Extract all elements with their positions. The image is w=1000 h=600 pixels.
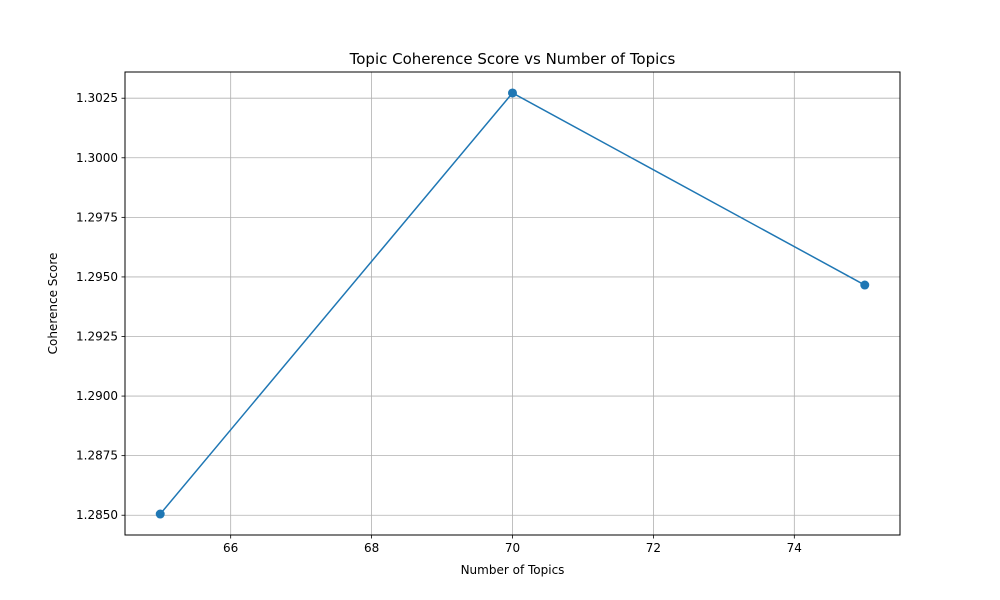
y-tick-label: 1.2875	[76, 449, 118, 463]
x-tick-label: 68	[364, 541, 379, 555]
x-tick-label: 70	[505, 541, 520, 555]
y-tick-label: 1.3025	[76, 91, 118, 105]
data-point	[860, 280, 870, 290]
y-tick-label: 1.2975	[76, 210, 118, 224]
y-tick-label: 1.2850	[76, 508, 118, 522]
data-point	[508, 88, 517, 98]
x-tick-label: 72	[646, 541, 661, 555]
axis-ticks: 66 68 70 72 74 1.2850 1.2875 1.2900 1.2925 1.2950…	[76, 91, 802, 555]
x-axis-label: Number of Topics	[461, 563, 565, 577]
y-tick-label: 1.2925	[76, 330, 118, 344]
grid	[125, 72, 900, 535]
series	[155, 88, 870, 519]
y-tick-label: 1.2900	[76, 389, 118, 403]
y-axis-label: Coherence Score	[46, 253, 60, 355]
data-point	[155, 509, 165, 519]
x-tick-label: 74	[787, 541, 802, 555]
y-tick-label: 1.2950	[76, 270, 118, 284]
x-tick-label: 66	[223, 541, 238, 555]
y-tick-label: 1.3000	[76, 151, 118, 165]
chart-title: Topic Coherence Score vs Number of Topic…	[349, 50, 676, 68]
